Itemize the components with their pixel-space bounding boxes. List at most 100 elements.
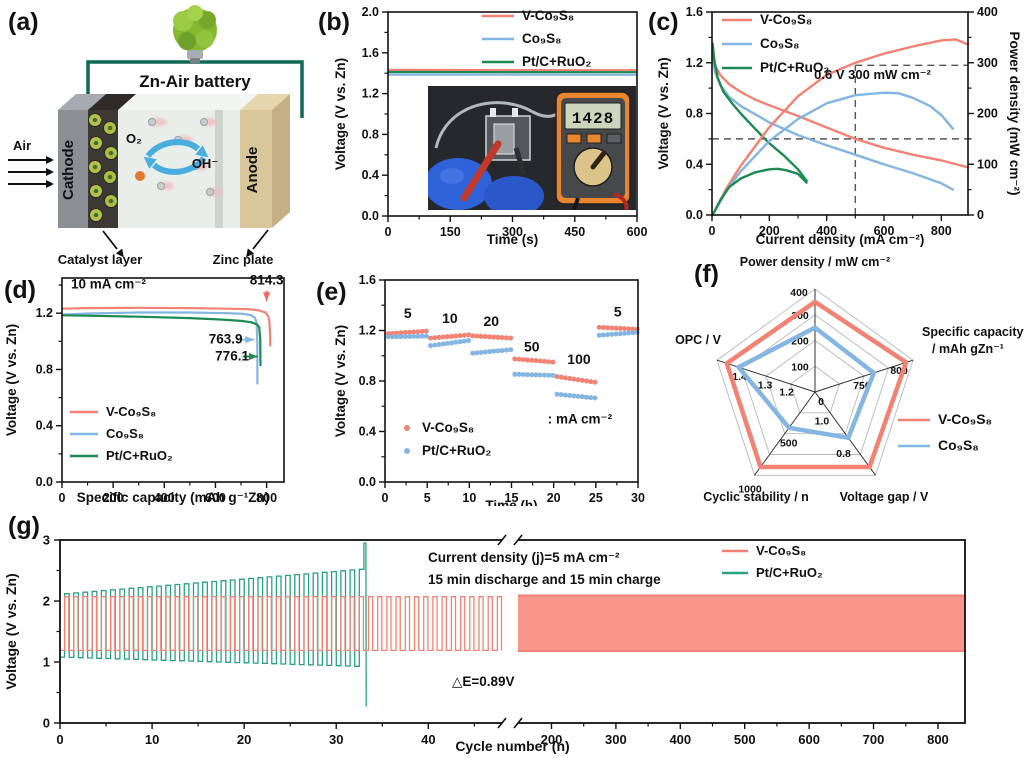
svg-text:0.8: 0.8 xyxy=(362,127,379,141)
svg-text:Voltage (V vs. Zn): Voltage (V vs. Zn) xyxy=(333,58,348,170)
anode-label: Anode xyxy=(244,147,261,194)
svg-text:Time (s): Time (s) xyxy=(487,232,539,247)
series-Co₉S₈ xyxy=(61,311,259,385)
svg-text:1.2: 1.2 xyxy=(779,386,794,398)
svg-text:0.0: 0.0 xyxy=(36,475,53,489)
svg-text:1.2: 1.2 xyxy=(36,306,53,320)
svg-text:200: 200 xyxy=(759,224,780,238)
svg-text:0: 0 xyxy=(59,491,66,505)
svg-text:450: 450 xyxy=(564,225,585,239)
axes: 0 200 400 600 800 0.0 0.4 0.8 1.2 Specific capaci… xyxy=(4,277,285,505)
zn-air-battery-schematic: Zn-Air battery xyxy=(8,5,304,267)
svg-text:Pt/C+RuO₂: Pt/C+RuO₂ xyxy=(522,54,591,69)
svg-text:25: 25 xyxy=(589,491,603,505)
panel-a-label: (a) xyxy=(8,8,39,36)
radar-series-V-Co₉S₈ xyxy=(724,299,909,470)
svg-text:3: 3 xyxy=(43,533,50,548)
svg-text:20: 20 xyxy=(237,732,251,747)
legend: V-Co₉S₈ Co₉S₈ Pt/C+RuO₂ xyxy=(70,404,173,463)
dial-pointer xyxy=(590,150,607,170)
tube xyxy=(434,101,564,149)
svg-text:800: 800 xyxy=(256,491,277,505)
svg-text:20: 20 xyxy=(547,491,561,505)
svg-text:2.0: 2.0 xyxy=(362,5,379,19)
panel-e-label: (e) xyxy=(316,278,347,306)
black-probe xyxy=(513,147,527,175)
svg-text:500: 500 xyxy=(780,438,798,450)
legend: V-Co₉S₈ Pt/C+RuO₂ xyxy=(404,420,491,458)
svg-text:0.8: 0.8 xyxy=(836,448,851,460)
svg-text:800: 800 xyxy=(931,224,952,238)
svg-text:400: 400 xyxy=(977,5,998,19)
battery-photo-inset: 1428 xyxy=(428,86,636,210)
svg-text:Cyclic stability / n: Cyclic stability / n xyxy=(703,490,809,504)
svg-text:400: 400 xyxy=(790,287,808,299)
legend: V-Co₉S₈ Co₉S₈ Pt/C+RuO₂ xyxy=(482,8,591,69)
axes: 0 10 20 30 40 200 300 400 500 600 700 800 0 1 2 3 Cycle … xyxy=(3,533,966,754)
svg-text:40: 40 xyxy=(421,732,435,747)
oxygen-particle xyxy=(135,171,145,181)
svg-text:V-Co₉S₈: V-Co₉S₈ xyxy=(522,8,574,23)
red-probe xyxy=(460,140,502,202)
zinc-plate-label: Zinc plate xyxy=(213,252,274,267)
svg-text:0: 0 xyxy=(709,224,716,238)
svg-text:Voltage (V vs. Zn): Voltage (V vs. Zn) xyxy=(4,324,19,436)
axes: 0 5 10 15 20 25 30 0.0 0.4 0.8 1.2 1.6 Time (h) Volta… xyxy=(333,273,645,506)
svg-text:Specific capacity (mAh g⁻¹Zn): Specific capacity (mAh g⁻¹Zn) xyxy=(77,490,269,505)
svg-text:10: 10 xyxy=(442,310,458,326)
svg-text:0.8: 0.8 xyxy=(359,374,376,388)
chart-cycling-stability: 0 10 20 30 40 200 300 400 500 600 700 800 0 1 2 3 Cycle … xyxy=(3,533,966,754)
svg-text:600: 600 xyxy=(205,491,226,505)
panel-c-label: (c) xyxy=(648,8,679,36)
svg-text:0.8: 0.8 xyxy=(686,107,703,121)
air-label: Air xyxy=(13,138,31,153)
axes: 0 150 300 450 600 0.0 0.4 0.8 1.2 1.6 2.0 Time (s) V… xyxy=(333,5,647,247)
svg-text:V-Co₉S₈: V-Co₉S₈ xyxy=(760,12,812,27)
redox-cycle-arrows xyxy=(143,139,209,175)
glove-highlight xyxy=(440,168,464,184)
svg-text:V-Co₉S₈: V-Co₉S₈ xyxy=(756,543,806,558)
svg-text:10: 10 xyxy=(462,491,476,505)
svg-text:50: 50 xyxy=(524,338,540,354)
svg-text:0: 0 xyxy=(977,208,984,222)
svg-text:15: 15 xyxy=(505,491,519,505)
svg-text:0.0: 0.0 xyxy=(362,209,379,223)
chart-open-circuit-voltage: 0 150 300 450 600 0.0 0.4 0.8 1.2 1.6 2.0 Time (s) V… xyxy=(333,5,647,247)
catalyst-particles xyxy=(88,113,118,222)
plot-b xyxy=(387,68,638,76)
series-V-Co₉S₈ xyxy=(60,596,503,652)
svg-text:1.0: 1.0 xyxy=(815,415,830,427)
svg-text:0.0: 0.0 xyxy=(686,208,703,222)
electrolyte-top xyxy=(118,94,258,110)
svg-text:200: 200 xyxy=(541,732,563,747)
svg-text:Voltage (V vs. Zn): Voltage (V vs. Zn) xyxy=(656,57,671,169)
multimeter-display: 1428 xyxy=(572,110,614,128)
svg-text:5: 5 xyxy=(614,304,622,320)
svg-text:V-Co₉S₈: V-Co₉S₈ xyxy=(422,420,474,435)
svg-text:0.4: 0.4 xyxy=(36,419,53,433)
svg-text:0.4: 0.4 xyxy=(362,168,379,182)
svg-text:500: 500 xyxy=(734,732,756,747)
svg-text:Time (h): Time (h) xyxy=(485,498,537,506)
series-Pt/C+RuO₂ xyxy=(61,314,262,367)
svg-text:776.1: 776.1 xyxy=(215,348,249,363)
svg-text:Voltage gap / V: Voltage gap / V xyxy=(840,490,929,504)
multimeter: 1428 xyxy=(555,91,631,210)
axes: 0 200 400 600 800 0.0 0.4 0.8 1.2 1.6 0 100 200 300 40… xyxy=(656,5,1022,247)
light-bulb-icon xyxy=(173,5,217,63)
legend: V-Co₉S₈ Co₉S₈ xyxy=(898,411,992,453)
svg-text:200: 200 xyxy=(977,107,998,121)
svg-text:Voltage (V vs. Zn): Voltage (V vs. Zn) xyxy=(333,325,348,437)
radar-series-Co₉S₈ xyxy=(736,325,877,441)
panel-d-label: (d) xyxy=(4,276,36,304)
svg-text:300: 300 xyxy=(977,56,998,70)
meter-button3 xyxy=(606,133,622,144)
series-V-Co₉S₈ xyxy=(61,306,272,347)
svg-text:0.6 V 300 mW cm⁻²: 0.6 V 300 mW cm⁻² xyxy=(814,67,931,82)
air-flow-arrows: Air xyxy=(8,138,54,188)
plot-g xyxy=(60,542,965,707)
series-V-Co₉S₈ power xyxy=(711,38,970,217)
svg-text:Specific capacity: Specific capacity xyxy=(922,325,1023,339)
svg-text:400: 400 xyxy=(669,732,691,747)
svg-text:700: 700 xyxy=(863,732,885,747)
